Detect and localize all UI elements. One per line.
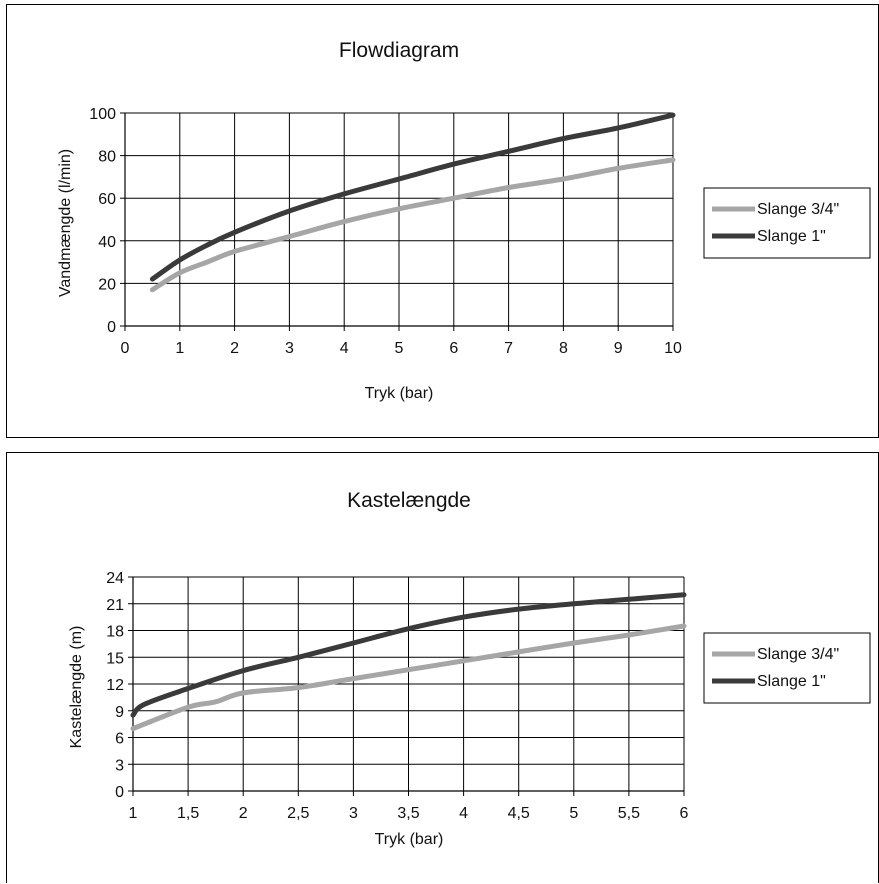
x-tick-label: 2 (230, 340, 239, 357)
y-tick-label: 0 (115, 784, 124, 801)
series-line-slange-3-4 (149, 157, 676, 293)
y-axis-label: Vandmængde (l/min) (57, 149, 74, 297)
x-tick-label: 7 (504, 340, 513, 357)
legend-label-slange-3-4: Slange 3/4" (757, 646, 839, 663)
legend: Slange 3/4" Slange 1" (703, 187, 871, 259)
throw-length-chart: Kastelængde 1 1,5 2 2,5 3 3,5 4 4,5 5 5,5 6 0 3 6 9 12 1… (68, 489, 871, 848)
x-tick-label: 5 (569, 805, 578, 822)
x-axis-label: Tryk (bar) (365, 385, 434, 402)
x-tick-label: 0 (121, 340, 130, 357)
y-tick-label: 40 (98, 234, 116, 251)
x-tick-label: 1 (129, 805, 138, 822)
x-tick-label: 6 (449, 340, 458, 357)
y-tick-label: 18 (106, 624, 124, 641)
x-tick-label: 2,5 (287, 805, 309, 822)
x-axis-label: Tryk (bar) (375, 831, 444, 848)
x-tick-label: 9 (614, 340, 623, 357)
legend-label-slange-1: Slange 1" (757, 228, 826, 245)
y-tick-label: 60 (98, 191, 116, 208)
x-tick-label: 4,5 (508, 805, 530, 822)
legend-label-slange-3-4: Slange 3/4" (757, 201, 839, 218)
y-tick-label: 21 (106, 597, 124, 614)
x-tick-label: 8 (559, 340, 568, 357)
y-tick-label: 20 (98, 276, 116, 293)
throw-length-chart-panel: Kastelængde 1 1,5 2 2,5 3 3,5 4 4,5 5 5,5 6 0 3 6 9 12 1… (6, 452, 879, 883)
x-tick-label: 10 (664, 340, 682, 357)
flow-chart-panel: Flowdiagram 0 1 2 3 4 5 6 7 8 9 10 0 20 40 60 80 100 Try… (6, 4, 879, 438)
x-tick-label: 1,5 (177, 805, 199, 822)
series-line-slange-1 (149, 112, 676, 282)
chart-title: Flowdiagram (339, 39, 459, 62)
y-tick-label: 24 (106, 570, 124, 587)
y-tick-label: 9 (115, 704, 124, 721)
x-tick-label: 1 (175, 340, 184, 357)
x-tick-label: 5 (395, 340, 404, 357)
y-tick-label: 3 (115, 757, 124, 774)
y-tick-label: 100 (89, 106, 116, 123)
y-axis-label: Kastelængde (m) (68, 626, 85, 749)
series-line-slange-1 (130, 592, 687, 718)
chart-title: Kastelængde (347, 489, 471, 512)
y-tick-label: 12 (106, 677, 124, 694)
legend: Slange 3/4" Slange 1" (703, 632, 871, 704)
x-tick-label: 2 (239, 805, 248, 822)
series-line-slange-3-4 (130, 623, 687, 732)
y-tick-label: 0 (107, 319, 116, 336)
x-tick-label: 3 (285, 340, 294, 357)
x-tick-label: 6 (680, 805, 689, 822)
gridlines (125, 112, 674, 326)
y-tick-label: 6 (115, 731, 124, 748)
x-tick-label: 3,5 (397, 805, 419, 822)
y-tick-label: 80 (98, 149, 116, 166)
x-tick-label: 5,5 (618, 805, 640, 822)
x-tick-label: 3 (349, 805, 358, 822)
x-tick-label: 4 (459, 805, 468, 822)
legend-label-slange-1: Slange 1" (757, 673, 826, 690)
x-tick-label: 4 (340, 340, 349, 357)
y-tick-label: 15 (106, 650, 124, 667)
